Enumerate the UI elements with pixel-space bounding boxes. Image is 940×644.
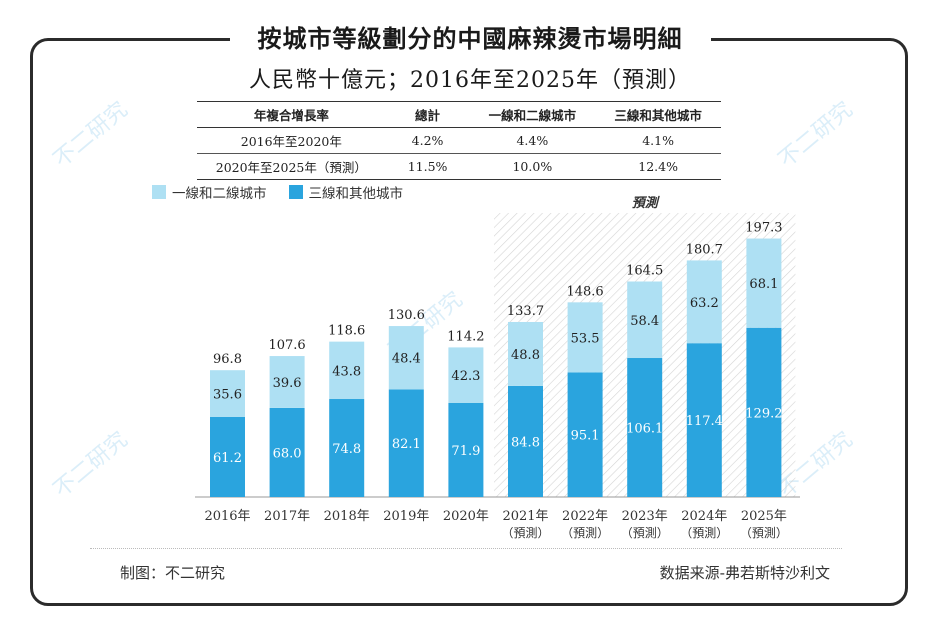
x-tick-forecast-label: （預測） (501, 526, 549, 540)
bar-value-tier12: 43.8 (332, 364, 361, 379)
bar-total-label: 130.6 (388, 308, 425, 323)
bar-value-tier12: 53.5 (571, 331, 600, 346)
cagr-cell: 2020年至2025年（預測） (197, 153, 386, 180)
bar-total-label: 197.3 (745, 221, 782, 236)
bar-value-tier12: 58.4 (630, 314, 659, 329)
bar-total-label: 148.6 (566, 284, 603, 299)
cagr-header-row: 年複合增長率 總計 一線和二線城市 三線和其他城市 (197, 101, 721, 128)
cagr-header: 年複合增長率 (197, 101, 386, 128)
title-wrap: 按城市等級劃分的中國麻辣燙市場明細 (0, 22, 940, 56)
bar-value-tier12: 48.8 (511, 348, 540, 363)
cagr-cell: 4.1% (595, 127, 721, 154)
bar-value-tier12: 35.6 (213, 388, 242, 403)
cagr-cell: 11.5% (385, 153, 470, 180)
bar-tier3 (508, 385, 543, 497)
cagr-header: 總計 (385, 101, 470, 128)
bar-value-tier12: 39.6 (273, 376, 302, 391)
x-tick-forecast-label: （預測） (680, 526, 728, 540)
x-tick-label: 2020年 (443, 509, 489, 524)
chart-title: 按城市等級劃分的中國麻辣燙市場明細 (229, 22, 711, 56)
legend-label: 三線和其他城市 (308, 186, 404, 202)
bar-value-tier12: 48.4 (392, 352, 421, 367)
chart-subtitle: 人民幣十億元；2016年至2025年（預測） (249, 68, 691, 93)
bar-tier12 (567, 302, 603, 373)
bar-tier3 (329, 399, 365, 497)
footer-credit: 制图：不二研究 (120, 564, 226, 582)
x-tick-label: 2025年 (741, 509, 787, 524)
footer-divider (90, 548, 842, 549)
bar-tier12 (746, 238, 782, 328)
bar-tier12 (448, 347, 484, 403)
bar-value-tier3: 71.9 (451, 444, 480, 459)
bar-tier3 (746, 327, 782, 497)
bar-value-tier3: 117.4 (686, 414, 723, 429)
bar-tier12 (627, 281, 663, 359)
watermark-text: 不二研究 (49, 97, 132, 173)
bar-tier12 (210, 370, 245, 417)
bar-total-label: 96.8 (213, 352, 242, 367)
footer-source: 数据来源-弗若斯特沙利文 (659, 564, 830, 582)
watermark-text: 不二研究 (774, 97, 857, 173)
bar-tier3 (627, 358, 663, 497)
bar-tier12 (329, 341, 365, 400)
x-tick-forecast-label: （預測） (621, 526, 669, 540)
bar-value-tier3: 74.8 (332, 442, 361, 457)
cagr-header: 一線和二線城市 (469, 101, 596, 128)
cagr-table: 年複合增長率 總計 一線和二線城市 三線和其他城市 2016年至2020年 4.… (197, 101, 721, 180)
cagr-cell: 10.0% (469, 153, 596, 180)
forecast-label: 預測 (632, 195, 661, 211)
chart-legend: 一線和二線城市 三線和其他城市 (152, 182, 403, 202)
bar-total-label: 118.6 (328, 324, 365, 339)
cagr-header: 三線和其他城市 (595, 101, 721, 128)
bar-tier3 (269, 407, 305, 497)
bar-total-label: 107.6 (268, 338, 305, 353)
bar-tier3 (448, 402, 484, 497)
x-tick-label: 2022年 (562, 509, 608, 524)
bar-tier12 (508, 321, 543, 386)
bar-total-label: 133.7 (507, 304, 544, 319)
x-tick-label: 2016年 (204, 509, 250, 524)
bar-tier12 (269, 356, 305, 408)
bar-value-tier3: 82.1 (392, 437, 421, 452)
bar-value-tier3: 95.1 (571, 429, 600, 444)
bar-tier12 (388, 326, 424, 390)
bar-value-tier3: 61.2 (213, 451, 242, 466)
bar-tier12 (686, 260, 722, 344)
bar-tier3 (210, 416, 245, 497)
bar-total-label: 164.5 (626, 264, 663, 279)
bar-value-tier12: 42.3 (451, 369, 480, 384)
x-tick-label: 2021年 (502, 509, 548, 524)
cagr-cell: 4.2% (385, 127, 470, 154)
bar-total-label: 114.2 (447, 329, 484, 344)
bar-value-tier12: 63.2 (690, 296, 719, 311)
bar-value-tier3: 84.8 (511, 435, 540, 450)
bar-tier3 (567, 372, 603, 497)
x-tick-forecast-label: （預測） (740, 526, 788, 540)
legend-item-tier12: 一線和二線城市 (152, 182, 267, 202)
bar-value-tier3: 129.2 (745, 406, 782, 421)
cagr-cell: 4.4% (469, 127, 596, 154)
bar-value-tier3: 68.0 (273, 446, 302, 461)
bar-value-tier3: 106.1 (626, 422, 663, 437)
x-tick-label: 2024年 (681, 509, 727, 524)
legend-swatch (288, 185, 303, 199)
watermark-text: 不二研究 (49, 427, 132, 503)
bar-tier3 (686, 343, 722, 497)
x-tick-label: 2023年 (622, 509, 668, 524)
bar-total-label: 180.7 (686, 242, 723, 257)
legend-swatch (152, 185, 166, 199)
cagr-cell: 12.4% (595, 153, 721, 180)
x-tick-label: 2019年 (383, 509, 429, 524)
x-tick-label: 2017年 (264, 509, 310, 524)
cagr-row: 2016年至2020年 4.2% 4.4% 4.1% (197, 127, 721, 154)
legend-label: 一線和二線城市 (172, 186, 267, 202)
cagr-cell: 2016年至2020年 (197, 127, 386, 154)
x-tick-forecast-label: （預測） (561, 526, 609, 540)
x-tick-label: 2018年 (324, 509, 370, 524)
legend-item-tier3: 三線和其他城市 (288, 182, 404, 202)
cagr-row: 2020年至2025年（預測） 11.5% 10.0% 12.4% (197, 153, 721, 180)
bar-value-tier12: 68.1 (749, 277, 778, 292)
bar-tier3 (388, 389, 424, 497)
